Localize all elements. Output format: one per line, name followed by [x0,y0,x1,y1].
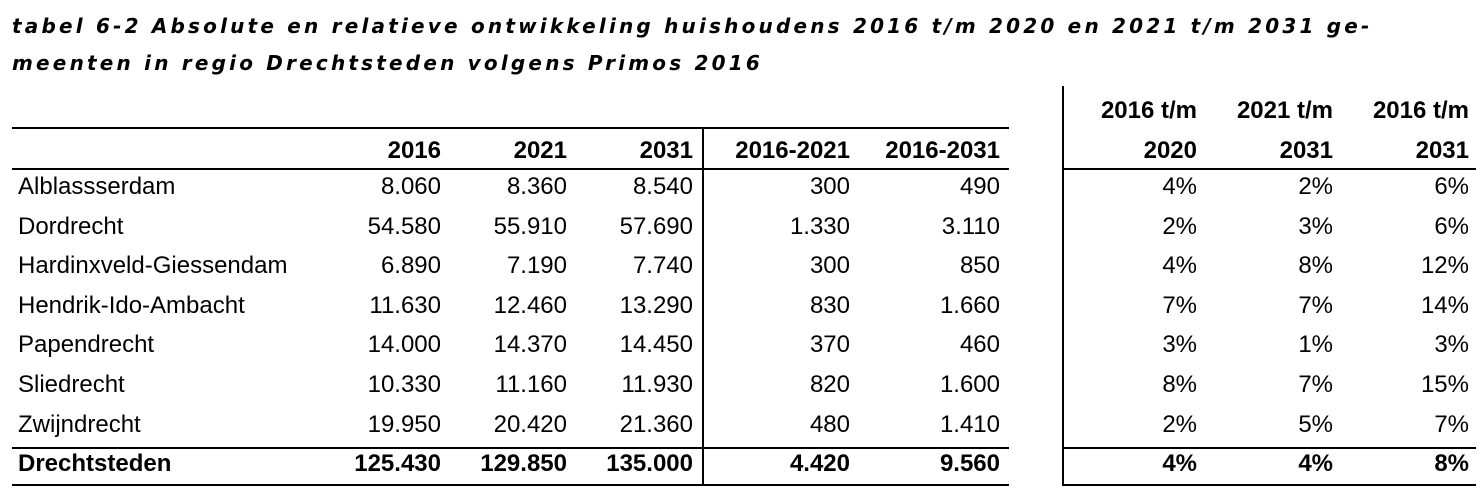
total-cell: 4% [1162,450,1197,478]
row-name: Hardinxveld-Giessendam [18,252,288,280]
table-cell: 490 [959,173,1000,200]
table-cell: 830 [809,291,850,319]
row-name: Dordrecht [18,212,124,240]
total-cell: 125.430 [354,450,441,478]
row-name: Sliedrecht [18,371,125,398]
rel-total-bottom-rule [1062,484,1476,486]
table-cell: 7% [1162,291,1197,319]
rel-header-bottom: 2031 [1279,137,1333,164]
rel-header-bottom-rule [1062,168,1476,170]
abs-header: 2016 [387,137,441,164]
table-cell: 3% [1162,331,1197,359]
table-cell: 12.460 [493,291,567,319]
table-cell: 1% [1298,331,1333,359]
rel-header-bottom: 2031 [1415,137,1469,164]
rel-header-top: 2016 t/m [1372,97,1469,124]
header-bottom-rule [12,168,1009,170]
table-cell: 300 [809,252,850,280]
table-cell: 2% [1162,212,1197,240]
table-cell: 4% [1162,252,1197,280]
table-cell: 14.370 [493,331,567,359]
abs-header: 2031 [639,137,693,164]
table-cell: 7.190 [506,252,567,280]
total-cell: 135.000 [606,450,693,478]
rel-header-bottom: 2020 [1143,137,1197,164]
total-cell: 4% [1298,450,1333,478]
table-cell: 8% [1298,252,1333,280]
caption-line-1: tabel 6-2 Absolute en relatieve ontwikke… [12,14,1373,38]
table-cell: 14.450 [619,331,693,359]
table-cell: 370 [809,331,850,359]
table-cell: 1.600 [939,371,1000,398]
table-cell: 2% [1162,410,1197,438]
table-cell: 10.330 [367,371,441,398]
total-top-rule [12,447,1009,449]
row-name: Hendrik-Ido-Ambacht [18,291,245,319]
table-cell: 4% [1162,173,1197,200]
table-cell: 6% [1434,173,1469,200]
table-cell: 2% [1298,173,1333,200]
table-cell: 460 [959,331,1000,359]
table-caption: tabel 6-2 Absolute en relatieve ontwikke… [12,8,1373,82]
table-cell: 7.740 [632,252,693,280]
table-cell: 1.410 [939,410,1000,438]
table-cell: 8.540 [632,173,693,200]
table-cell: 1.330 [789,212,850,240]
table-cell: 7% [1298,291,1333,319]
abs-header: 2021 [513,137,567,164]
table-cell: 5% [1298,410,1333,438]
total-cell: 4.420 [789,450,850,478]
table-cell: 13.290 [619,291,693,319]
table-cell: 300 [809,173,850,200]
table-cell: 8.360 [506,173,567,200]
table-cell: 850 [959,252,1000,280]
table-cell: 3% [1298,212,1333,240]
table-cell: 14% [1420,291,1469,319]
table-cell: 55.910 [493,212,567,240]
table-cell: 57.690 [619,212,693,240]
row-name: Papendrecht [18,331,155,359]
rel-header-top: 2016 t/m [1100,97,1197,124]
table-cell: 12% [1420,252,1469,280]
table-cell: 54.580 [367,212,441,240]
table-cell: 8% [1162,371,1197,398]
table-cell: 6% [1434,212,1469,240]
row-name: Alblassserdam [18,173,176,200]
total-cell: 9.560 [939,450,1000,478]
rel-total-top-rule [1062,447,1476,449]
table-cell: 480 [809,410,850,438]
row-name: Zwijndrecht [18,410,141,438]
table-cell: 8.060 [380,173,441,200]
caption-line-2: meenten in regio Drechtsteden volgens Pr… [12,51,763,75]
total-cell: 129.850 [480,450,567,478]
table-cell: 3% [1434,331,1469,359]
column-divider [702,128,704,486]
abs-header: 2016-2031 [885,137,1000,164]
table-cell: 14.000 [367,331,441,359]
table-cell: 7% [1298,371,1333,398]
table-cell: 11.630 [369,291,441,319]
table-cell: 20.420 [493,410,567,438]
table-cell: 15% [1420,371,1469,398]
total-cell: 8% [1434,450,1469,478]
table-cell: 820 [809,371,850,398]
total-row-name: Drechtsteden [18,450,172,478]
table-cell: 1.660 [939,291,1000,319]
total-bottom-rule [12,484,1009,486]
table-cell: 6.890 [380,252,441,280]
table-cell: 19.950 [367,410,441,438]
table-cell: 7% [1434,410,1469,438]
table-cell: 11.160 [495,371,567,398]
abs-header: 2016-2021 [735,137,850,164]
table-cell: 11.930 [621,371,693,398]
table-cell: 21.360 [619,410,693,438]
rel-header-top: 2021 t/m [1236,97,1333,124]
table-cell: 3.110 [941,212,1000,240]
header-top-rule [12,127,1009,129]
section-divider [1062,86,1064,486]
